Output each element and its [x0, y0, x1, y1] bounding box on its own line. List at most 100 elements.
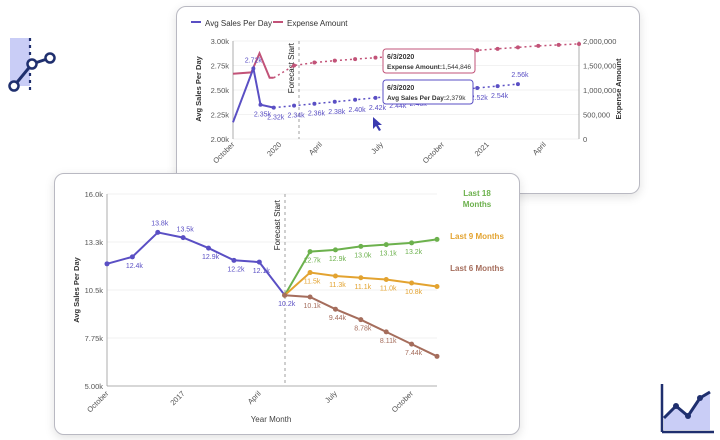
actual-point [180, 235, 186, 241]
expense-point [577, 41, 581, 46]
forecast-chart-back: Avg Sales Per Day Expense Amount Avg Sal… [191, 19, 623, 165]
avg-sales-point [495, 84, 500, 89]
scatter-line-icon [8, 38, 56, 92]
y-tick-label: 13.3k [85, 238, 104, 247]
last-6-months-data-label: 7.44k [405, 350, 423, 357]
last-6-months-point [332, 306, 338, 312]
x-tick-label: April [246, 389, 263, 406]
last-6-months-point [307, 294, 313, 300]
avg-sales-point [258, 102, 263, 107]
legend-label-expense: Expense Amount [287, 19, 348, 28]
last-6-months-data-label: 10.1k [304, 303, 322, 310]
forecast-start-label: Forecast Start [273, 199, 282, 250]
y-tick-label: 2.50k [211, 86, 230, 95]
last-18-months-data-label: 12.9k [329, 256, 347, 263]
x-tick-label: July [323, 389, 339, 405]
y2-tick-label: 2,000,000 [583, 37, 616, 46]
expense-point [373, 55, 378, 60]
avg-sales-point [353, 97, 358, 102]
data-label: 2.44k [389, 103, 407, 110]
last-18-months-point [358, 243, 364, 249]
data-label: 2.36k [308, 111, 326, 118]
actual-point [129, 254, 135, 260]
data-label: 2.32k [267, 115, 285, 122]
last-18-months-data-label: 13.1k [380, 251, 398, 258]
last-9-months-data-label: 10.8k [405, 289, 423, 296]
y-axis-title: Avg Sales Per Day [194, 55, 203, 121]
actual-point [155, 229, 161, 235]
y-tick-label: 16.0k [85, 190, 104, 199]
y-tick-label: 2.75k [211, 62, 230, 71]
last-9-months-point [358, 275, 364, 281]
data-label: 2.38k [328, 109, 346, 116]
series-name-last-18-line1: Last 18 [463, 189, 491, 198]
actual-point [231, 257, 237, 263]
x-axis-title: Year Month [251, 415, 292, 424]
tooltip-expense-label: Expense Amount:1,544,846 [387, 64, 471, 71]
last-9-months-data-label: 11.0k [380, 286, 397, 293]
expense-point [353, 57, 358, 62]
x-tick-label: 2020 [265, 140, 283, 158]
y-tick-label: 5.00k [85, 382, 104, 391]
data-label: 2.40k [349, 107, 367, 114]
actual-point [104, 261, 110, 267]
last-9-months-data-label: 11.3k [329, 282, 346, 289]
y2-tick-label: 1,500,000 [583, 62, 616, 71]
data-label: 2.35k [254, 112, 272, 119]
data-label: 2.54k [491, 93, 509, 100]
data-label: 2.42k [369, 105, 387, 112]
last-6-months-data-label: 8.11k [380, 338, 397, 345]
y-axis-title: Avg Sales Per Day [72, 256, 81, 322]
y-tick-label: 2.25k [211, 111, 230, 120]
expense-point [536, 43, 541, 48]
area-chart-icon [660, 384, 714, 434]
forecast-chart-front: Avg Sales Per Day Year Month 16.0k 13.3k 1… [72, 189, 504, 424]
last-9-months-data-label: 11.5k [304, 279, 321, 286]
actual-line [106, 231, 286, 296]
last-9-months-point [307, 270, 313, 276]
y2-tick-label: 0 [583, 135, 587, 144]
last-6-months-point [282, 292, 288, 298]
y2-axis-title: Expense Amount [614, 58, 623, 119]
actual-data-label: 12.9k [202, 254, 220, 261]
series-name-last-6: Last 6 Months [450, 264, 504, 273]
actual-point [206, 245, 212, 251]
y2-tick-label: 1,000,000 [583, 86, 616, 95]
last-9-months-data-label: 11.1k [355, 284, 372, 291]
avg-sales-point [271, 105, 276, 110]
expense-point [515, 45, 520, 50]
last-18-months-data-label: 13.0k [354, 252, 372, 259]
series-end-labels: Last 18 Months Last 9 Months Last 6 Mont… [450, 189, 504, 273]
x-tick-label: October [390, 389, 416, 415]
avg-sales-point [373, 95, 378, 100]
last-18-months-point [434, 236, 440, 242]
last-18-months-point [332, 247, 338, 253]
tooltip-avg-sales-label: Avg Sales Per Day:2,379k [387, 95, 466, 102]
expense-point [556, 42, 561, 47]
last-6-months-point [383, 329, 389, 335]
y-tick-label: 3.00k [211, 37, 230, 46]
last-9-months-point [332, 273, 338, 279]
last-6-months-data-label: 8.78k [354, 326, 372, 333]
y-tick-label: 7.75k [85, 334, 104, 343]
data-label: 2.52k [471, 95, 489, 102]
x-tick-label: April [307, 140, 324, 157]
last-9-months-point [434, 284, 440, 290]
avg-sales-point [515, 82, 520, 87]
actual-point [256, 259, 262, 265]
last-6-months-point [409, 341, 415, 347]
y-tick-label: 10.5k [85, 286, 104, 295]
y-tick-label: 2.00k [211, 135, 230, 144]
series-name-last-9: Last 9 Months [450, 232, 504, 241]
x-tick-label: 2017 [168, 389, 186, 407]
last-18-months-point [409, 240, 415, 246]
tooltip-avg-sales-date: 6/3/2020 [387, 85, 414, 92]
x-tick-label: July [369, 140, 385, 156]
last-9-months-point [383, 277, 389, 283]
legend-label-avg-sales: Avg Sales Per Day [205, 19, 272, 28]
data-label: 2.56k [511, 72, 529, 79]
data-label: 2.34k [287, 113, 305, 120]
actual-data-label: 13.8k [151, 220, 169, 227]
last-18-months-point [383, 242, 389, 248]
expense-point [475, 48, 480, 53]
